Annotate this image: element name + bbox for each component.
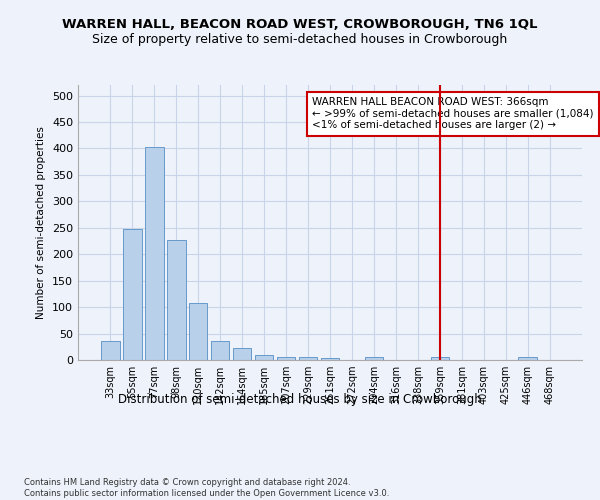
Bar <box>167 240 185 360</box>
Y-axis label: Number of semi-detached properties: Number of semi-detached properties <box>37 126 46 319</box>
Text: WARREN HALL, BEACON ROAD WEST, CROWBOROUGH, TN6 1QL: WARREN HALL, BEACON ROAD WEST, CROWBOROU… <box>62 18 538 30</box>
Text: WARREN HALL BEACON ROAD WEST: 366sqm
← >99% of semi-detached houses are smaller : WARREN HALL BEACON ROAD WEST: 366sqm ← >… <box>313 97 594 130</box>
Bar <box>123 229 142 360</box>
Bar <box>189 303 208 360</box>
Text: Distribution of semi-detached houses by size in Crowborough: Distribution of semi-detached houses by … <box>118 392 482 406</box>
Bar <box>365 358 383 360</box>
Bar <box>299 358 317 360</box>
Bar <box>320 358 340 360</box>
Bar <box>101 342 119 360</box>
Bar <box>233 348 251 360</box>
Text: Contains HM Land Registry data © Crown copyright and database right 2024.
Contai: Contains HM Land Registry data © Crown c… <box>24 478 389 498</box>
Bar <box>518 358 537 360</box>
Bar <box>211 341 229 360</box>
Text: Size of property relative to semi-detached houses in Crowborough: Size of property relative to semi-detach… <box>92 32 508 46</box>
Bar <box>431 358 449 360</box>
Bar <box>277 357 295 360</box>
Bar <box>145 147 164 360</box>
Bar <box>255 354 274 360</box>
